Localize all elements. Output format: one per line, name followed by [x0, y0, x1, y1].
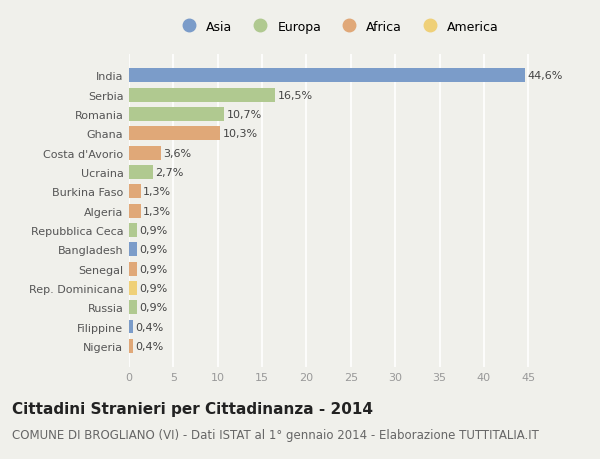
Text: 0,4%: 0,4%: [135, 341, 163, 351]
Bar: [129, 69, 525, 83]
Bar: [129, 301, 137, 314]
Bar: [129, 127, 220, 141]
Text: 2,7%: 2,7%: [155, 168, 184, 178]
Bar: [129, 281, 137, 295]
Bar: [129, 108, 224, 122]
Text: 1,3%: 1,3%: [143, 206, 172, 216]
Text: 3,6%: 3,6%: [164, 148, 192, 158]
Text: COMUNE DI BROGLIANO (VI) - Dati ISTAT al 1° gennaio 2014 - Elaborazione TUTTITAL: COMUNE DI BROGLIANO (VI) - Dati ISTAT al…: [12, 428, 539, 442]
Text: 16,5%: 16,5%: [278, 90, 313, 101]
Bar: [129, 204, 140, 218]
Text: 0,9%: 0,9%: [140, 302, 168, 313]
Text: 44,6%: 44,6%: [527, 71, 563, 81]
Bar: [129, 89, 275, 102]
Text: 0,9%: 0,9%: [140, 225, 168, 235]
Text: Cittadini Stranieri per Cittadinanza - 2014: Cittadini Stranieri per Cittadinanza - 2…: [12, 401, 373, 416]
Bar: [129, 262, 137, 276]
Bar: [129, 146, 161, 160]
Text: 0,4%: 0,4%: [135, 322, 163, 332]
Bar: [129, 224, 137, 237]
Bar: [129, 166, 153, 179]
Bar: [129, 243, 137, 257]
Text: 10,7%: 10,7%: [227, 110, 262, 120]
Bar: [129, 185, 140, 199]
Text: 0,9%: 0,9%: [140, 264, 168, 274]
Bar: [129, 339, 133, 353]
Text: 10,3%: 10,3%: [223, 129, 258, 139]
Text: 0,9%: 0,9%: [140, 283, 168, 293]
Text: 0,9%: 0,9%: [140, 245, 168, 255]
Bar: [129, 320, 133, 334]
Text: 1,3%: 1,3%: [143, 187, 172, 197]
Legend: Asia, Europa, Africa, America: Asia, Europa, Africa, America: [176, 21, 499, 34]
